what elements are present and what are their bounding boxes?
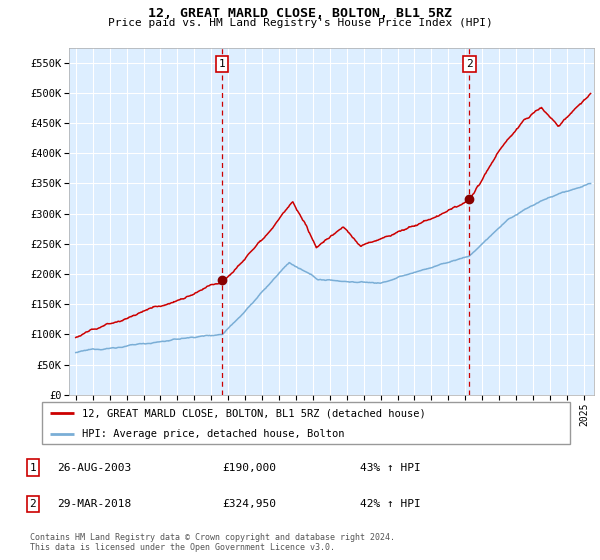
Text: This data is licensed under the Open Government Licence v3.0.: This data is licensed under the Open Gov…: [30, 543, 335, 552]
Text: HPI: Average price, detached house, Bolton: HPI: Average price, detached house, Bolt…: [82, 430, 344, 439]
Text: 2: 2: [466, 59, 473, 69]
Text: 43% ↑ HPI: 43% ↑ HPI: [360, 463, 421, 473]
Text: Price paid vs. HM Land Registry's House Price Index (HPI): Price paid vs. HM Land Registry's House …: [107, 18, 493, 29]
Text: 12, GREAT MARLD CLOSE, BOLTON, BL1 5RZ: 12, GREAT MARLD CLOSE, BOLTON, BL1 5RZ: [148, 7, 452, 20]
Text: 1: 1: [29, 463, 37, 473]
Text: £324,950: £324,950: [222, 499, 276, 509]
Text: 42% ↑ HPI: 42% ↑ HPI: [360, 499, 421, 509]
Text: 26-AUG-2003: 26-AUG-2003: [57, 463, 131, 473]
Text: £190,000: £190,000: [222, 463, 276, 473]
Text: Contains HM Land Registry data © Crown copyright and database right 2024.: Contains HM Land Registry data © Crown c…: [30, 533, 395, 542]
FancyBboxPatch shape: [42, 402, 570, 444]
Text: 1: 1: [219, 59, 226, 69]
Text: 2: 2: [29, 499, 37, 509]
Text: 29-MAR-2018: 29-MAR-2018: [57, 499, 131, 509]
Text: 12, GREAT MARLD CLOSE, BOLTON, BL1 5RZ (detached house): 12, GREAT MARLD CLOSE, BOLTON, BL1 5RZ (…: [82, 408, 425, 418]
